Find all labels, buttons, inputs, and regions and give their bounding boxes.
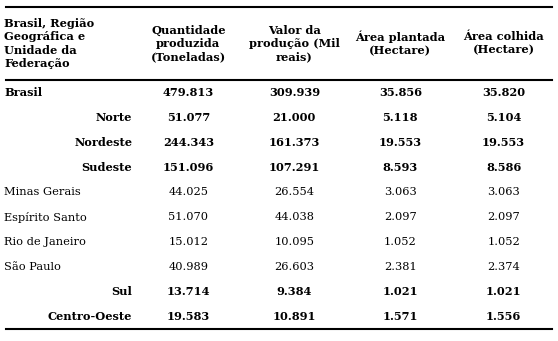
Text: 10.095: 10.095 (275, 237, 314, 247)
Text: 1.052: 1.052 (384, 237, 417, 247)
Text: Sul: Sul (112, 286, 132, 297)
Text: 26.603: 26.603 (275, 262, 314, 272)
Text: 5.104: 5.104 (486, 112, 521, 123)
Text: 9.384: 9.384 (277, 286, 312, 297)
Text: 244.343: 244.343 (163, 137, 214, 148)
Text: 309.939: 309.939 (269, 87, 320, 98)
Text: 2.374: 2.374 (487, 262, 520, 272)
Text: 40.989: 40.989 (169, 262, 208, 272)
Text: 1.571: 1.571 (383, 311, 418, 322)
Text: 2.381: 2.381 (384, 262, 417, 272)
Text: 10.891: 10.891 (273, 311, 316, 322)
Text: 2.097: 2.097 (487, 212, 520, 222)
Text: 1.021: 1.021 (486, 286, 521, 297)
Text: 151.096: 151.096 (163, 162, 214, 173)
Text: 1.052: 1.052 (487, 237, 520, 247)
Text: 8.593: 8.593 (383, 162, 418, 173)
Text: 8.586: 8.586 (486, 162, 521, 173)
Text: 26.554: 26.554 (275, 187, 314, 197)
Text: 19.553: 19.553 (379, 137, 422, 148)
Text: 5.118: 5.118 (383, 112, 418, 123)
Text: 44.038: 44.038 (275, 212, 314, 222)
Text: São Paulo: São Paulo (4, 262, 61, 272)
Text: 479.813: 479.813 (163, 87, 214, 98)
Text: Brasil: Brasil (4, 87, 42, 98)
Text: 51.077: 51.077 (167, 112, 210, 123)
Text: 3.063: 3.063 (487, 187, 520, 197)
Text: 19.553: 19.553 (482, 137, 525, 148)
Text: 44.025: 44.025 (169, 187, 208, 197)
Text: Valor da
produção (Mil
reais): Valor da produção (Mil reais) (249, 25, 340, 62)
Text: 21.000: 21.000 (273, 112, 316, 123)
Text: Área colhida
(Hectare): Área colhida (Hectare) (463, 31, 544, 56)
Text: 1.556: 1.556 (486, 311, 521, 322)
Text: 107.291: 107.291 (268, 162, 320, 173)
Text: 2.097: 2.097 (384, 212, 417, 222)
Text: Área plantada
(Hectare): Área plantada (Hectare) (355, 31, 445, 56)
Text: 3.063: 3.063 (384, 187, 417, 197)
Text: Centro-Oeste: Centro-Oeste (48, 311, 132, 322)
Text: 1.021: 1.021 (383, 286, 418, 297)
Text: 35.856: 35.856 (379, 87, 422, 98)
Text: Rio de Janeiro: Rio de Janeiro (4, 237, 86, 247)
Text: 13.714: 13.714 (167, 286, 210, 297)
Text: Nordeste: Nordeste (74, 137, 132, 148)
Text: 15.012: 15.012 (169, 237, 208, 247)
Text: Sudeste: Sudeste (81, 162, 132, 173)
Text: 19.583: 19.583 (167, 311, 210, 322)
Text: Espírito Santo: Espírito Santo (4, 211, 87, 223)
Text: Minas Gerais: Minas Gerais (4, 187, 81, 197)
Text: 161.373: 161.373 (268, 137, 320, 148)
Text: Quantidade
produzida
(Toneladas): Quantidade produzida (Toneladas) (151, 25, 226, 62)
Text: Norte: Norte (96, 112, 132, 123)
Text: Brasil, Região
Geográfica e
Unidade da
Federação: Brasil, Região Geográfica e Unidade da F… (4, 18, 95, 69)
Text: 51.070: 51.070 (169, 212, 208, 222)
Text: 35.820: 35.820 (482, 87, 525, 98)
